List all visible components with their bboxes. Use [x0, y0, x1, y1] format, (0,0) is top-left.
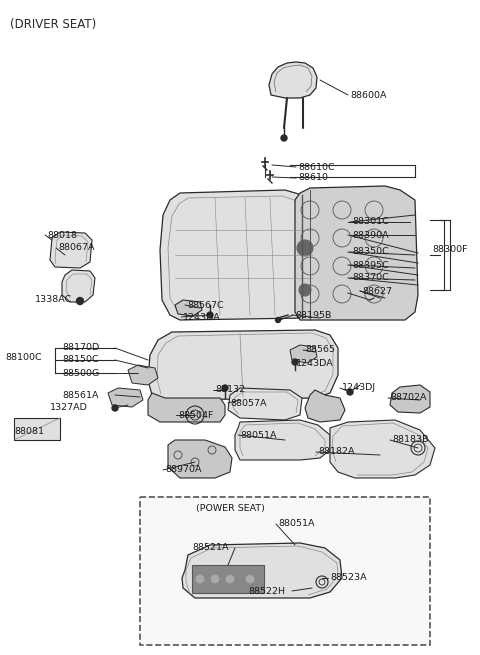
Text: 88500G: 88500G	[62, 369, 99, 377]
Text: 1243DA: 1243DA	[183, 312, 221, 322]
Polygon shape	[168, 440, 232, 478]
Text: 88195B: 88195B	[295, 310, 331, 320]
Text: 88300F: 88300F	[432, 246, 468, 255]
Text: 88521A: 88521A	[192, 544, 228, 553]
Circle shape	[246, 575, 254, 583]
Polygon shape	[228, 388, 302, 420]
Text: 88067A: 88067A	[58, 244, 95, 252]
Circle shape	[276, 318, 280, 322]
Text: 1327AD: 1327AD	[50, 403, 88, 413]
Text: 88301C: 88301C	[352, 217, 389, 227]
Polygon shape	[14, 418, 60, 440]
Bar	[192, 565, 264, 593]
Polygon shape	[128, 365, 158, 385]
Text: 88150C: 88150C	[62, 356, 98, 364]
Text: 88182A: 88182A	[318, 447, 355, 457]
Circle shape	[222, 385, 228, 391]
Text: 88702A: 88702A	[390, 394, 427, 403]
Polygon shape	[390, 385, 430, 413]
Text: 88018: 88018	[47, 231, 77, 240]
Text: 88390A: 88390A	[352, 231, 389, 240]
Text: 88610: 88610	[298, 174, 328, 183]
Text: 88523A: 88523A	[330, 574, 367, 582]
Circle shape	[76, 297, 84, 305]
Circle shape	[207, 312, 213, 318]
Circle shape	[281, 135, 287, 141]
Text: 88395C: 88395C	[352, 261, 389, 269]
Bar	[140, 497, 430, 645]
Text: 88132: 88132	[215, 386, 245, 394]
Circle shape	[211, 575, 219, 583]
Polygon shape	[160, 190, 318, 320]
Text: 88970A: 88970A	[165, 466, 202, 474]
Text: (DRIVER SEAT): (DRIVER SEAT)	[10, 18, 96, 31]
Text: 1243DA: 1243DA	[296, 358, 334, 367]
Text: 88170D: 88170D	[62, 343, 99, 352]
Text: 88100C: 88100C	[5, 354, 42, 362]
Text: 88081: 88081	[14, 428, 44, 436]
Polygon shape	[290, 345, 317, 363]
Circle shape	[347, 389, 353, 395]
Circle shape	[112, 405, 118, 411]
Text: 88567C: 88567C	[187, 301, 224, 310]
Circle shape	[299, 284, 311, 296]
Text: 88561A: 88561A	[62, 390, 98, 400]
Polygon shape	[62, 270, 95, 302]
Text: 88370C: 88370C	[352, 274, 389, 282]
Text: 1243DJ: 1243DJ	[342, 383, 376, 392]
Text: 88051A: 88051A	[278, 519, 314, 529]
Circle shape	[226, 575, 234, 583]
Polygon shape	[50, 232, 92, 268]
Text: 88183B: 88183B	[392, 436, 429, 445]
Text: 88627: 88627	[362, 286, 392, 295]
Text: 88051A: 88051A	[240, 430, 276, 440]
Polygon shape	[330, 420, 435, 478]
Polygon shape	[175, 300, 202, 316]
Polygon shape	[148, 393, 225, 422]
Polygon shape	[235, 420, 330, 460]
Text: 88565: 88565	[305, 345, 335, 354]
Circle shape	[297, 240, 313, 256]
Polygon shape	[269, 62, 317, 98]
Text: 88522H: 88522H	[248, 586, 285, 595]
Text: 88057A: 88057A	[230, 398, 266, 407]
Text: 88504F: 88504F	[178, 411, 214, 419]
Text: 88610C: 88610C	[298, 162, 335, 172]
Polygon shape	[108, 388, 143, 407]
Text: 88350C: 88350C	[352, 248, 389, 257]
Text: 1338AC: 1338AC	[35, 295, 72, 305]
Polygon shape	[148, 330, 338, 400]
Text: 88600A: 88600A	[350, 90, 386, 100]
Circle shape	[196, 575, 204, 583]
Polygon shape	[295, 186, 418, 320]
Text: (POWER SEAT): (POWER SEAT)	[196, 504, 265, 514]
Circle shape	[292, 359, 298, 365]
Polygon shape	[182, 543, 342, 598]
Polygon shape	[305, 390, 345, 422]
